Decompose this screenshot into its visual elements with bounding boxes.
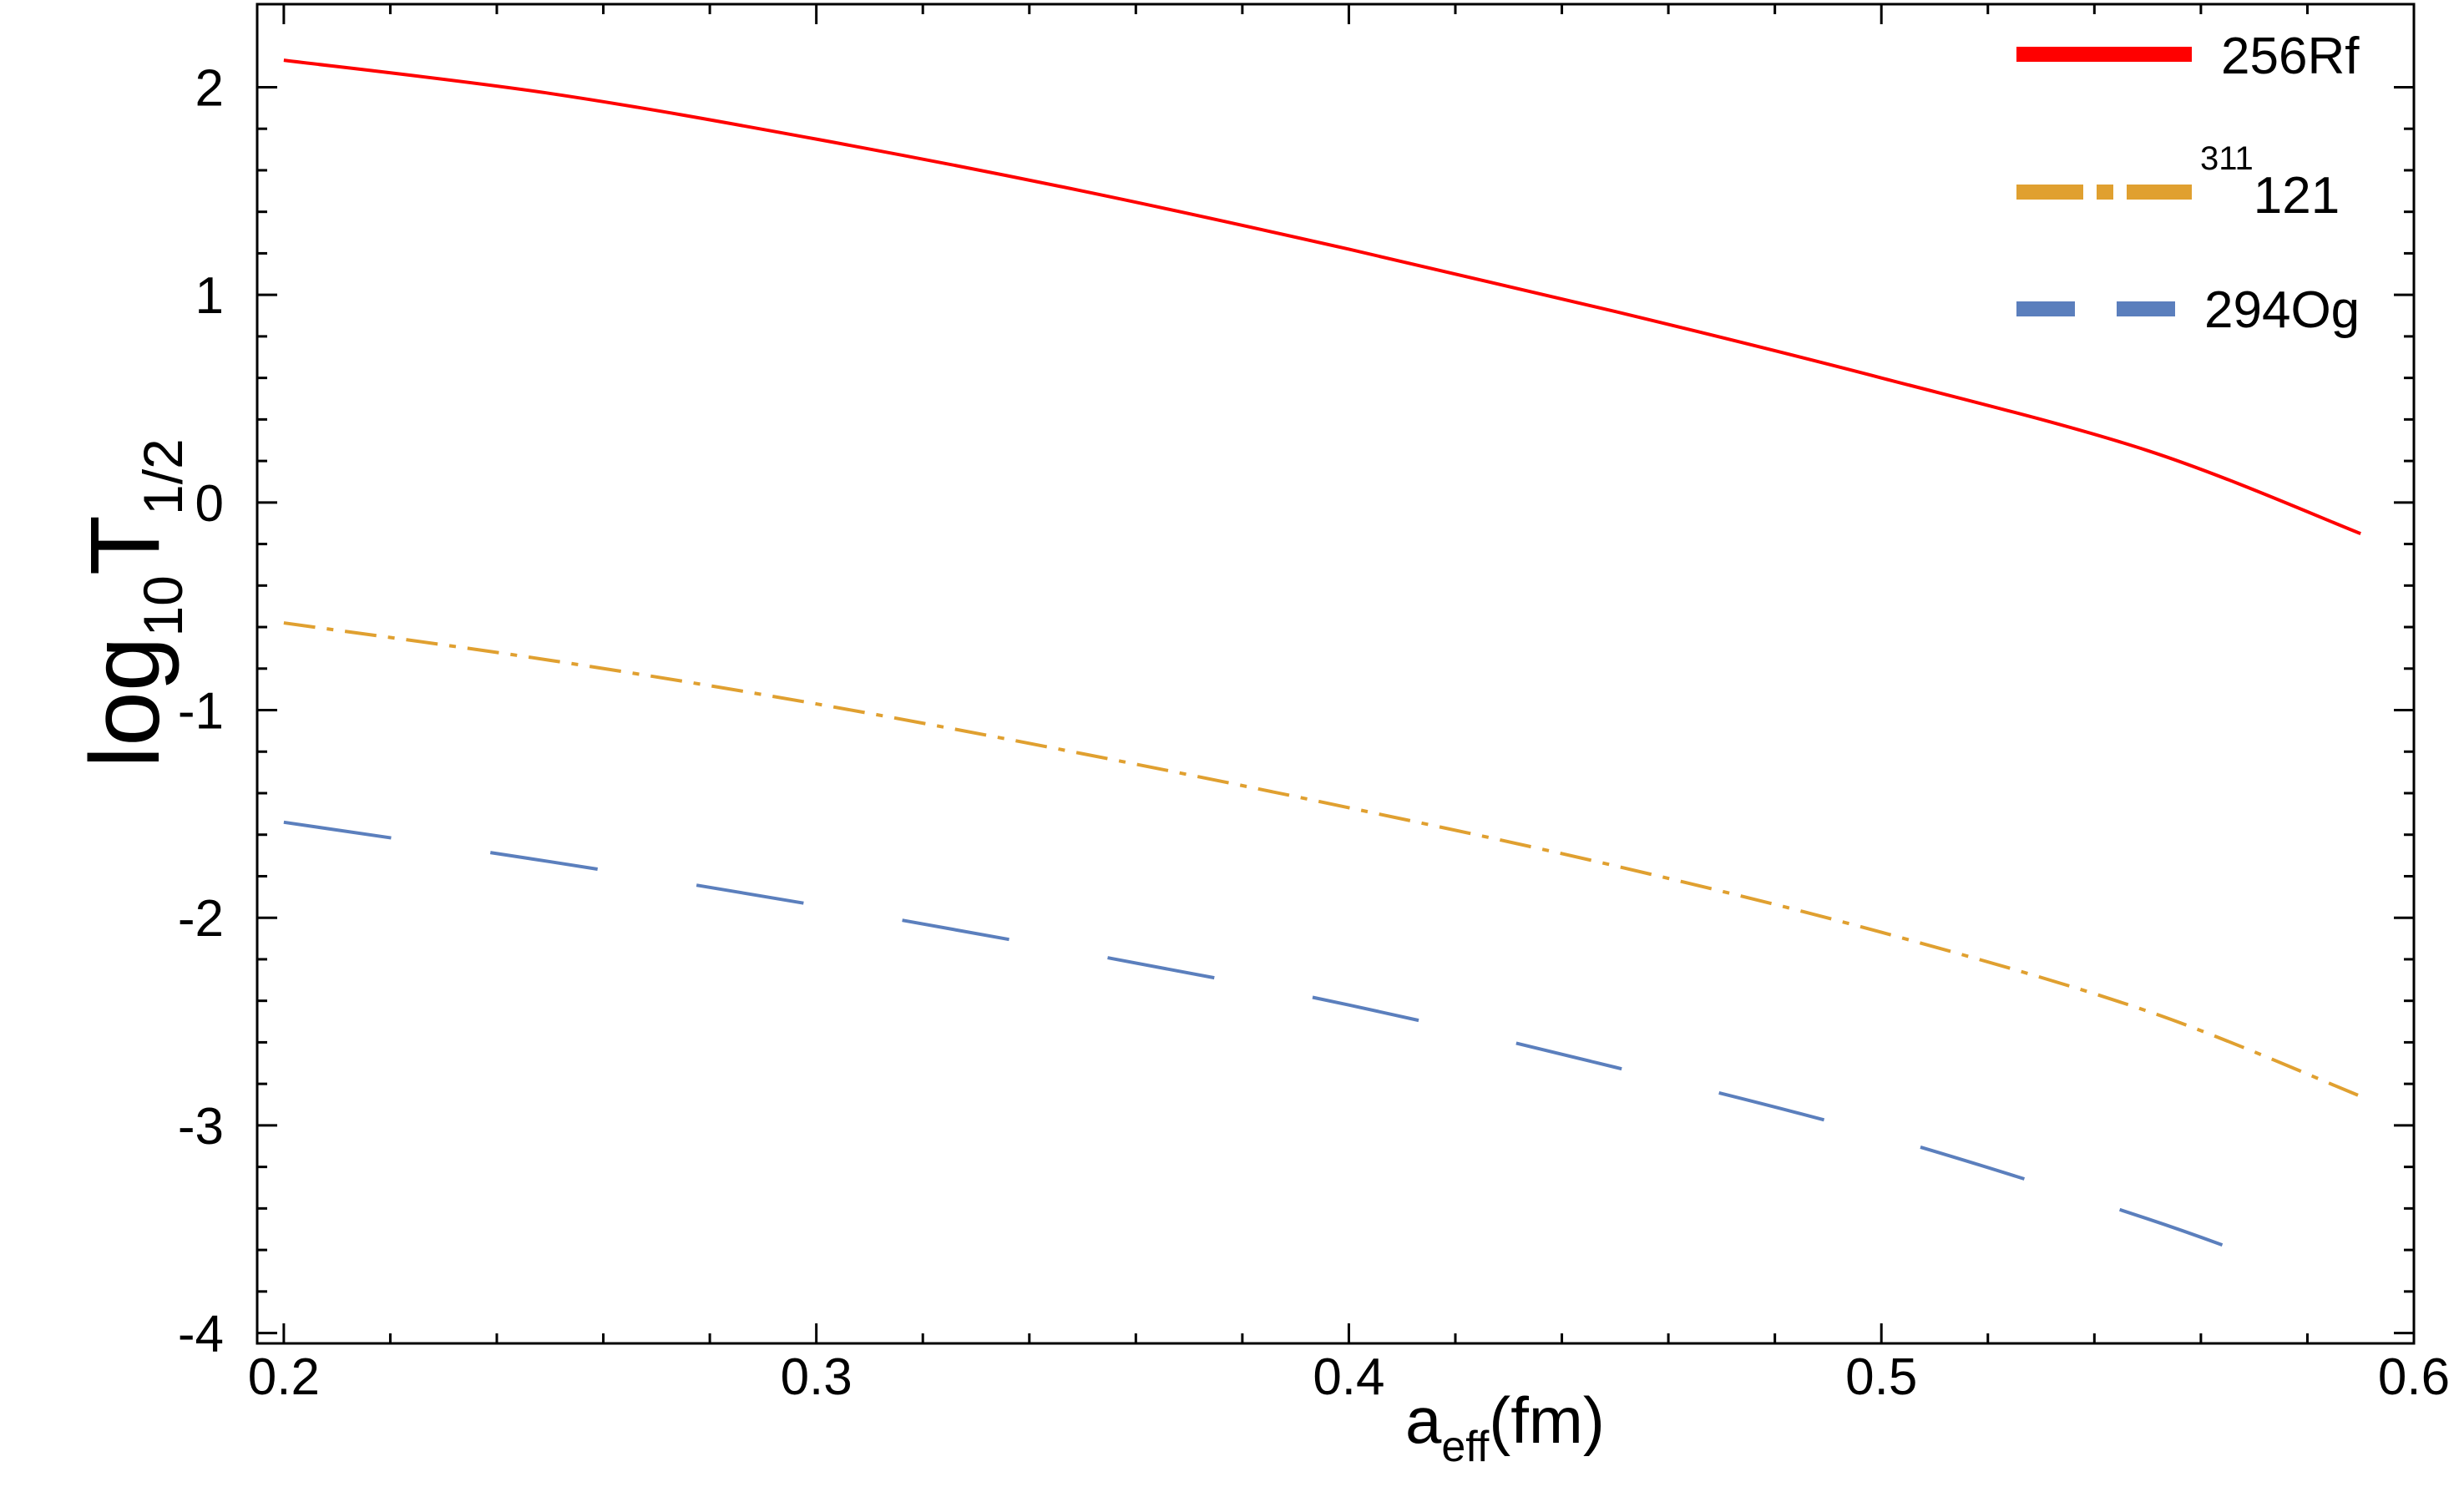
y-tick-label: 0 [195,475,224,533]
y-axis-title-sub1: 10 [132,575,194,636]
legend-label-121-main: 121 [2254,167,2340,225]
series-layer [283,58,2361,1279]
y-tick-label: 1 [195,267,224,325]
svg-text:log10T1/2: log10T1/2 [70,438,194,768]
plot-frame [256,3,2416,1345]
series-line-1 [283,621,2361,1098]
y-tick-label: -3 [178,1098,224,1156]
x-tick-label: 0.2 [248,1348,320,1406]
x-axis-title-sub: eff [1441,1423,1489,1471]
y-axis-title: log10T1/2 [70,438,194,768]
y-axis-title-pre: log [70,637,180,768]
y-axis-title-main: T [70,515,180,575]
y-tick-label: -4 [178,1306,224,1363]
legend: 256Rf 311121 294Og [2016,28,2360,339]
y-tick-label: 2 [195,59,224,117]
series-line-0 [283,58,2361,536]
y-tick-label: -1 [178,683,224,741]
legend-label-256rf: 256Rf [2221,28,2360,85]
x-axis-title: aeff(fm) [1405,1383,1605,1471]
ticks: 0.2 0.3 0.4 0.5 0.6 -4 -3 -2 -1 0 1 2 [178,4,2450,1406]
x-tick-label: 0.6 [2378,1348,2450,1406]
svg-text:aeff(fm): aeff(fm) [1405,1383,1605,1471]
legend-label-121: 311121 [2200,140,2340,225]
x-tick-label: 0.5 [1845,1348,1917,1406]
y-tick-label: -2 [178,890,224,948]
x-tick-label: 0.3 [781,1348,853,1406]
y-axis-title-sub2: 1/2 [132,438,194,515]
x-tick-label: 0.4 [1313,1348,1384,1406]
x-axis-title-tail: (fm) [1489,1383,1605,1457]
series-line-2 [283,820,2309,1279]
x-axis-title-main: a [1405,1383,1442,1457]
legend-label-294og: 294Og [2204,281,2360,339]
legend-label-121-sup: 311 [2200,140,2254,177]
